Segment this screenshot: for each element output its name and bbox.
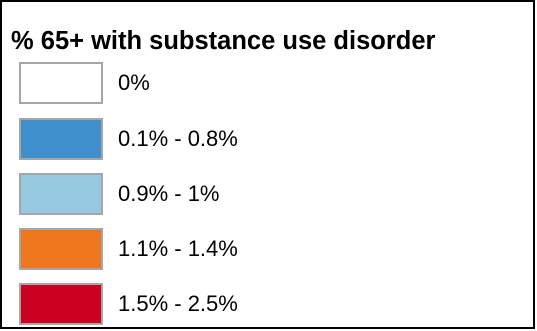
legend-swatch [19,62,103,104]
legend-item-label: 0.1% - 0.8% [118,126,238,151]
legend-item-0: 0% [19,62,519,106]
legend-item-3: 1.1% - 1.4% [19,228,519,272]
legend-swatch [19,173,103,215]
legend-item-4: 1.5% - 2.5% [19,283,519,327]
legend-swatch [19,118,103,160]
legend-swatch [19,283,103,325]
legend-item-label: 1.5% - 2.5% [118,291,238,316]
legend-item-label: 1.1% - 1.4% [118,236,238,261]
legend-item-label: 0.9% - 1% [118,181,220,206]
legend-title: % 65+ with substance use disorder [11,27,436,55]
legend-item-label: 0% [118,70,150,95]
legend-item-1: 0.1% - 0.8% [19,118,519,162]
legend-item-2: 0.9% - 1% [19,173,519,217]
legend-swatch [19,228,103,270]
